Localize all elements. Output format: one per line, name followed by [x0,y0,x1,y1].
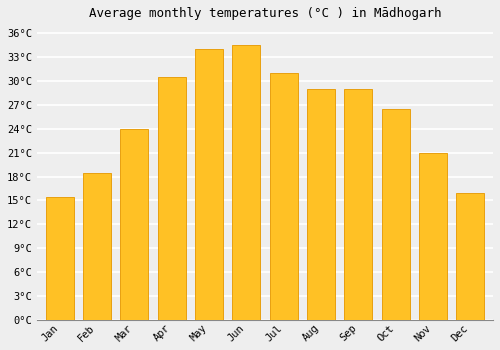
Bar [270,73,297,320]
Bar [232,45,260,320]
Bar [195,49,223,320]
Bar [46,196,74,320]
Bar [382,109,409,320]
Bar [344,89,372,320]
Title: Average monthly temperatures (°C ) in Mādhogarh: Average monthly temperatures (°C ) in Mā… [88,7,441,20]
Bar [456,193,484,320]
Bar [307,89,335,320]
Bar [120,129,148,320]
Bar [83,173,111,320]
Bar [158,77,186,320]
Bar [419,153,447,320]
